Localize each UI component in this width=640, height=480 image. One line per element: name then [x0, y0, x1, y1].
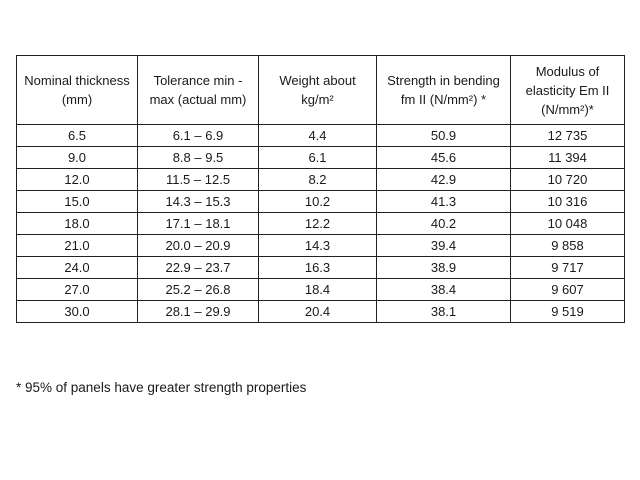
table-row: 6.5 6.1 – 6.9 4.4 50.9 12 735	[16, 124, 625, 147]
cell-weight: 16.3	[258, 256, 377, 279]
cell-weight: 14.3	[258, 234, 377, 257]
cell-bending-strength: 50.9	[376, 124, 511, 147]
cell-bending-strength: 45.6	[376, 146, 511, 169]
header-weight: Weight about kg/m²	[258, 55, 377, 125]
cell-nominal-thickness: 27.0	[16, 278, 138, 301]
header-tolerance: Tolerance min - max (actual mm)	[137, 55, 259, 125]
cell-modulus: 9 717	[510, 256, 625, 279]
cell-tolerance: 20.0 – 20.9	[137, 234, 259, 257]
table-row: 27.0 25.2 – 26.8 18.4 38.4 9 607	[16, 278, 625, 301]
table-row: 12.0 11.5 – 12.5 8.2 42.9 10 720	[16, 168, 625, 191]
cell-modulus: 10 720	[510, 168, 625, 191]
cell-tolerance: 14.3 – 15.3	[137, 190, 259, 213]
cell-weight: 12.2	[258, 212, 377, 235]
cell-nominal-thickness: 6.5	[16, 124, 138, 147]
cell-nominal-thickness: 21.0	[16, 234, 138, 257]
cell-bending-strength: 42.9	[376, 168, 511, 191]
cell-tolerance: 28.1 – 29.9	[137, 300, 259, 323]
table-row: 21.0 20.0 – 20.9 14.3 39.4 9 858	[16, 234, 625, 257]
cell-modulus: 11 394	[510, 146, 625, 169]
cell-weight: 4.4	[258, 124, 377, 147]
cell-nominal-thickness: 18.0	[16, 212, 138, 235]
table-row: 15.0 14.3 – 15.3 10.2 41.3 10 316	[16, 190, 625, 213]
table-header-row: Nominal thickness (mm) Tolerance min - m…	[16, 55, 625, 125]
cell-modulus: 10 316	[510, 190, 625, 213]
cell-bending-strength: 38.1	[376, 300, 511, 323]
cell-weight: 10.2	[258, 190, 377, 213]
cell-bending-strength: 41.3	[376, 190, 511, 213]
cell-tolerance: 8.8 – 9.5	[137, 146, 259, 169]
cell-bending-strength: 39.4	[376, 234, 511, 257]
cell-modulus: 9 607	[510, 278, 625, 301]
cell-nominal-thickness: 12.0	[16, 168, 138, 191]
cell-tolerance: 11.5 – 12.5	[137, 168, 259, 191]
header-bending-strength: Strength in bending fm II (N/mm²) *	[376, 55, 511, 125]
header-nominal-thickness: Nominal thickness (mm)	[16, 55, 138, 125]
cell-nominal-thickness: 9.0	[16, 146, 138, 169]
cell-modulus: 9 858	[510, 234, 625, 257]
cell-tolerance: 17.1 – 18.1	[137, 212, 259, 235]
cell-bending-strength: 38.9	[376, 256, 511, 279]
specifications-table-container: Nominal thickness (mm) Tolerance min - m…	[16, 55, 625, 323]
table-row: 30.0 28.1 – 29.9 20.4 38.1 9 519	[16, 300, 625, 323]
cell-weight: 8.2	[258, 168, 377, 191]
cell-weight: 6.1	[258, 146, 377, 169]
cell-modulus: 10 048	[510, 212, 625, 235]
cell-tolerance: 6.1 – 6.9	[137, 124, 259, 147]
table-row: 24.0 22.9 – 23.7 16.3 38.9 9 717	[16, 256, 625, 279]
cell-tolerance: 25.2 – 26.8	[137, 278, 259, 301]
cell-tolerance: 22.9 – 23.7	[137, 256, 259, 279]
table-row: 9.0 8.8 – 9.5 6.1 45.6 11 394	[16, 146, 625, 169]
cell-modulus: 12 735	[510, 124, 625, 147]
header-modulus-of-elasticity: Modulus of elasticity Em II (N/mm²)*	[510, 55, 625, 125]
cell-weight: 20.4	[258, 300, 377, 323]
cell-nominal-thickness: 24.0	[16, 256, 138, 279]
cell-nominal-thickness: 30.0	[16, 300, 138, 323]
cell-bending-strength: 40.2	[376, 212, 511, 235]
panel-specifications-table: Nominal thickness (mm) Tolerance min - m…	[16, 55, 625, 323]
cell-nominal-thickness: 15.0	[16, 190, 138, 213]
cell-modulus: 9 519	[510, 300, 625, 323]
table-row: 18.0 17.1 – 18.1 12.2 40.2 10 048	[16, 212, 625, 235]
strength-footnote: * 95% of panels have greater strength pr…	[16, 380, 307, 395]
cell-weight: 18.4	[258, 278, 377, 301]
cell-bending-strength: 38.4	[376, 278, 511, 301]
